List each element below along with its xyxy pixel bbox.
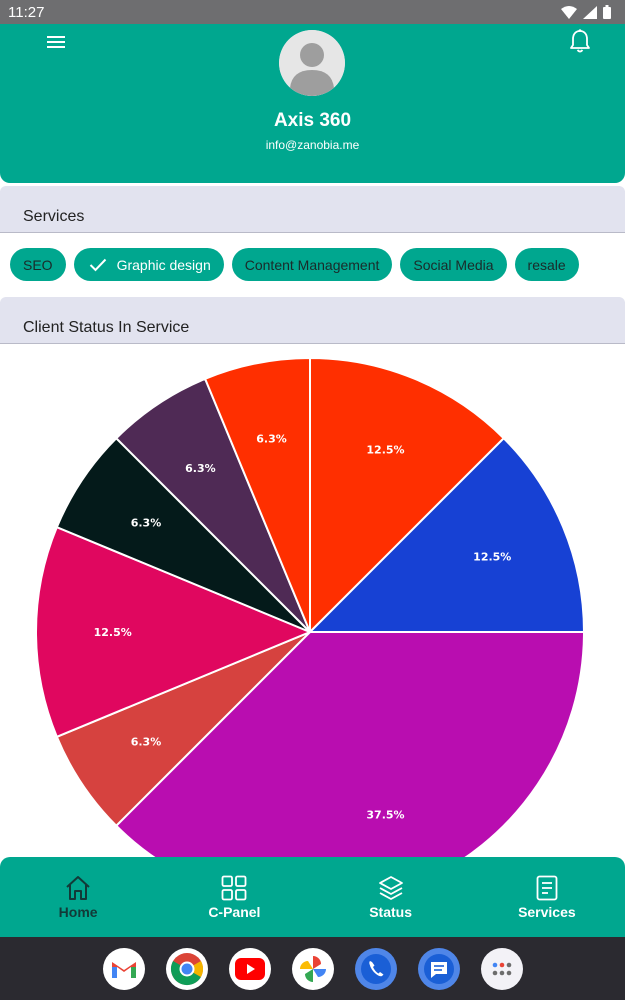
profile-name: Axis 360 bbox=[273, 110, 352, 131]
chip-resale[interactable]: resale bbox=[514, 248, 579, 281]
pie-slice-label-1: 12.5% bbox=[473, 551, 511, 564]
pie-slice-2 bbox=[114, 631, 586, 860]
client-status-pie-chart: 12.5% 12.5% 37.5% 6.3% 12.5% 6.3% 6.3% 6.3% bbox=[35, 356, 586, 860]
notifications-button[interactable] bbox=[568, 28, 592, 54]
check-icon bbox=[89, 258, 106, 271]
services-section-title: Services bbox=[0, 186, 625, 233]
system-status-bar: 11:27 bbox=[0, 0, 625, 24]
menu-button[interactable] bbox=[45, 32, 67, 52]
pie-slice-0 bbox=[309, 356, 506, 635]
chip-label: Social Media bbox=[413, 256, 494, 273]
chip-content-management[interactable]: Content Management bbox=[231, 248, 393, 281]
document-icon bbox=[536, 875, 558, 901]
chip-label: Graphic design bbox=[116, 256, 211, 273]
layers-icon bbox=[378, 876, 403, 900]
pie-slice-1 bbox=[307, 436, 586, 633]
gmail-icon[interactable] bbox=[102, 947, 145, 990]
nav-c-panel[interactable]: C-Panel bbox=[156, 857, 312, 937]
nav-status[interactable]: Status bbox=[313, 857, 469, 937]
chip-seo[interactable]: SEO bbox=[10, 248, 66, 281]
app-drawer-icon[interactable] bbox=[480, 947, 523, 990]
photos-icon[interactable] bbox=[291, 947, 334, 990]
profile-email: info@zanobia.me bbox=[265, 138, 360, 152]
nav-home[interactable]: Home bbox=[0, 857, 156, 937]
nav-status-label: Status bbox=[369, 904, 413, 920]
chip-label: SEO bbox=[23, 256, 53, 273]
pie-slice-7 bbox=[203, 356, 311, 633]
pie-slice-label-6: 6.3% bbox=[185, 462, 216, 475]
pie-slice-label-0: 12.5% bbox=[366, 444, 404, 457]
bottom-navigation: Home C-Panel Status Services bbox=[0, 857, 625, 937]
youtube-icon[interactable] bbox=[228, 947, 271, 990]
nav-c-panel-label: C-Panel bbox=[208, 904, 261, 920]
pie-slice-label-4: 12.5% bbox=[94, 626, 132, 639]
nav-home-label: Home bbox=[58, 904, 98, 920]
home-icon bbox=[66, 876, 90, 900]
service-chips: SEO Graphic design Content Management So… bbox=[10, 248, 579, 281]
messages-icon[interactable] bbox=[417, 947, 460, 990]
wifi-icon bbox=[561, 5, 577, 19]
clock: 11:27 bbox=[8, 3, 45, 21]
bell-icon bbox=[570, 29, 590, 53]
app-dock bbox=[0, 937, 625, 1000]
grid-icon bbox=[221, 875, 247, 901]
status-section-title: Client Status In Service bbox=[0, 297, 625, 344]
pie-slice-label-7: 6.3% bbox=[256, 433, 287, 446]
cell-signal-icon bbox=[583, 5, 597, 19]
battery-icon bbox=[603, 5, 611, 19]
chrome-icon[interactable] bbox=[165, 947, 208, 990]
chip-label: Content Management bbox=[244, 256, 380, 273]
pie-slice-label-2: 37.5% bbox=[366, 808, 404, 821]
chip-graphic-design[interactable]: Graphic design bbox=[73, 248, 224, 281]
phone-icon[interactable] bbox=[354, 947, 397, 990]
pie-slice-label-3: 6.3% bbox=[131, 736, 162, 749]
avatar[interactable] bbox=[279, 30, 345, 96]
user-silhouette-icon bbox=[279, 30, 345, 96]
hamburger-menu-icon bbox=[47, 36, 65, 48]
chip-label: resale bbox=[527, 256, 566, 273]
chip-social-media[interactable]: Social Media bbox=[400, 248, 507, 281]
pie-slice-4 bbox=[35, 525, 313, 739]
profile-header: Axis 360 info@zanobia.me bbox=[0, 24, 625, 183]
pie-slice-label-5: 6.3% bbox=[131, 516, 162, 529]
nav-services[interactable]: Services bbox=[469, 857, 625, 937]
nav-services-label: Services bbox=[518, 904, 576, 920]
